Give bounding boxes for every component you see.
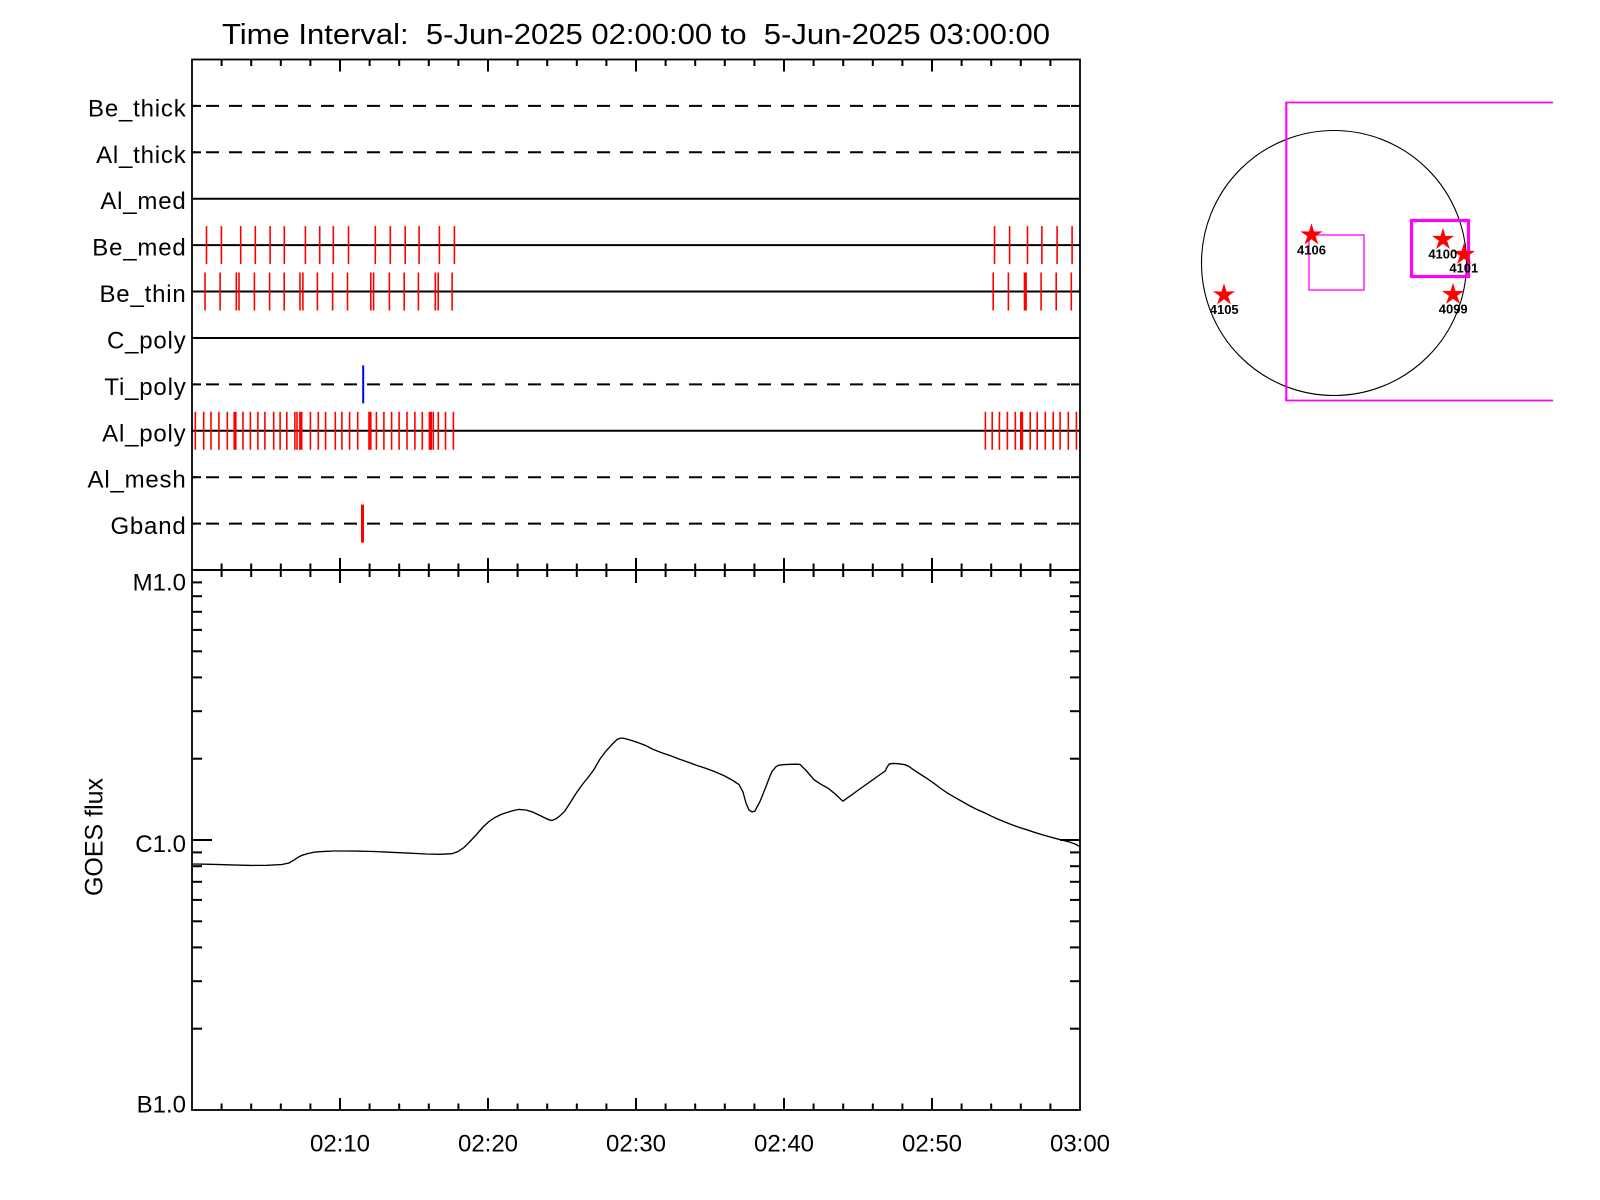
svg-text:02:10: 02:10 [310, 1131, 370, 1158]
svg-text:Time Interval: 5-Jun-2025 02:: Time Interval: 5-Jun-2025 02:00:00 to 5-… [222, 19, 1050, 51]
svg-text:Be_thin: Be_thin [100, 281, 187, 308]
svg-text:Be_thick: Be_thick [88, 95, 187, 122]
svg-text:Ti_poly: Ti_poly [104, 374, 186, 401]
svg-text:Al_thick: Al_thick [96, 142, 187, 169]
svg-text:C1.0: C1.0 [135, 831, 186, 858]
svg-text:Al_mesh: Al_mesh [88, 467, 187, 494]
svg-text:4101: 4101 [1449, 261, 1478, 276]
svg-text:Be_med: Be_med [92, 235, 186, 262]
svg-text:02:30: 02:30 [606, 1131, 666, 1158]
svg-text:4100: 4100 [1428, 247, 1457, 262]
svg-text:02:50: 02:50 [902, 1131, 962, 1158]
svg-text:B1.0: B1.0 [137, 1092, 186, 1119]
svg-text:02:20: 02:20 [458, 1131, 518, 1158]
svg-text:4106: 4106 [1297, 243, 1326, 258]
svg-text:Al_poly: Al_poly [102, 420, 186, 447]
svg-text:Gband: Gband [110, 513, 186, 540]
svg-text:Al_med: Al_med [100, 188, 186, 215]
svg-text:GOES flux: GOES flux [81, 777, 109, 896]
svg-text:4105: 4105 [1210, 302, 1239, 317]
svg-text:C_poly: C_poly [107, 328, 187, 355]
svg-text:M1.0: M1.0 [133, 570, 186, 597]
svg-text:4099: 4099 [1439, 302, 1468, 317]
svg-text:02:40: 02:40 [754, 1131, 814, 1158]
svg-text:03:00: 03:00 [1050, 1131, 1110, 1158]
